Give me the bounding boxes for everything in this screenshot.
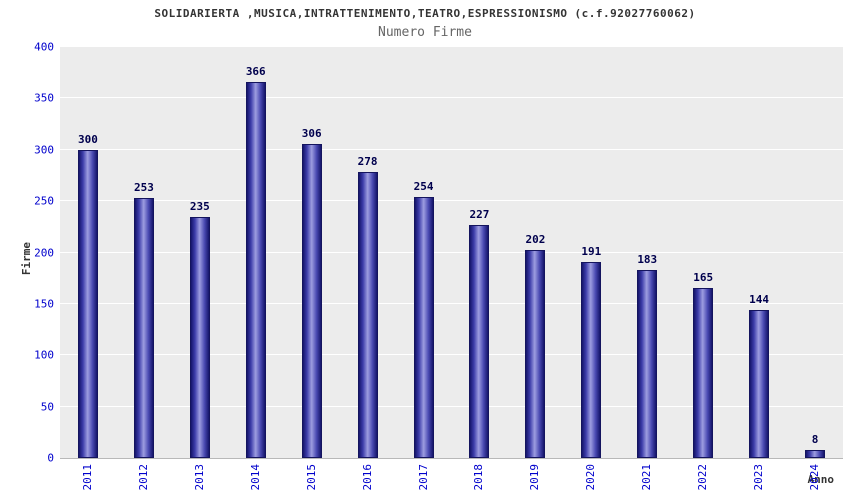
x-axis-tick-label: 2023 (752, 464, 766, 491)
x-axis-tick-label: 2022 (696, 464, 710, 491)
gridline (60, 302, 843, 304)
x-axis-tick-label: 2024 (808, 464, 822, 491)
chart-title: SOLIDARIERTA ,MUSICA,INTRATTENIMENTO,TEA… (154, 7, 696, 20)
bar-value-label: 235 (189, 199, 210, 213)
bar-2016 (357, 172, 378, 458)
bar-2021 (637, 269, 658, 458)
bar-2017 (413, 197, 434, 458)
plot-area: 300 253 235 366 306 278 254 227 202 191 183 165 144 8 (60, 46, 843, 459)
bar-2011 (77, 149, 98, 458)
bar-2015 (301, 143, 322, 458)
bar-value-label: 300 (78, 132, 98, 146)
y-axis-tick-label: 300 (34, 143, 54, 157)
bar-2023 (749, 310, 770, 458)
bar-2019 (525, 250, 546, 458)
chart-subtitle: Numero Firme (378, 25, 472, 40)
x-axis-tick-label: 2019 (528, 464, 542, 491)
bar-value-label: 306 (301, 126, 322, 140)
x-axis-tick-label: 2014 (248, 464, 262, 491)
bar-2014 (245, 81, 266, 458)
bar-value-label: 227 (469, 207, 490, 221)
bar-value-label: 202 (525, 233, 546, 247)
x-axis-tick-label: 2016 (360, 464, 374, 491)
x-axis-tick-label: 2012 (136, 464, 150, 491)
bar-2020 (581, 261, 602, 458)
bar-value-label: 366 (245, 64, 266, 78)
bar-value-label: 8 (811, 432, 819, 446)
bar-value-label: 165 (693, 271, 714, 285)
y-axis-tick-label: 50 (40, 400, 54, 414)
bar-2022 (693, 288, 714, 458)
bar-value-label: 254 (413, 180, 434, 194)
gridline (60, 97, 843, 99)
bar-2013 (189, 216, 210, 458)
x-axis-tick-label: 2015 (304, 464, 318, 491)
gridline (60, 354, 843, 356)
y-axis-tick-label: 250 (34, 194, 54, 208)
y-axis-tick-label: 0 (47, 451, 54, 465)
bar-value-label: 144 (749, 293, 770, 307)
x-axis-tick-label: 2021 (640, 464, 654, 491)
bar-value-label: 253 (133, 181, 154, 195)
bar-2018 (469, 224, 490, 458)
y-axis-tick-label: 100 (34, 348, 54, 362)
y-axis-tick-label: 200 (34, 246, 54, 259)
bar-value-label: 191 (581, 244, 602, 258)
bar-2012 (133, 198, 154, 458)
gridline (60, 148, 843, 150)
x-axis-tick-label: 2020 (584, 464, 598, 491)
y-axis-tick-label: 350 (34, 91, 54, 105)
bar-value-label: 183 (637, 252, 658, 266)
x-axis-tick-label: 2011 (80, 464, 94, 491)
bar-value-label: 278 (357, 155, 378, 169)
y-axis-tick-label: 150 (34, 297, 54, 311)
gridline (60, 200, 843, 202)
x-axis-title: Anno (807, 473, 835, 486)
y-axis-tick-label: 400 (34, 40, 54, 54)
gridline (60, 251, 843, 253)
gridline (60, 46, 843, 47)
x-axis-tick-label: 2018 (472, 464, 486, 491)
bar-2024 (805, 449, 826, 458)
x-axis-tick-label: 2017 (416, 464, 430, 491)
gridline (60, 405, 843, 407)
x-axis-tick-label: 2013 (192, 464, 206, 491)
